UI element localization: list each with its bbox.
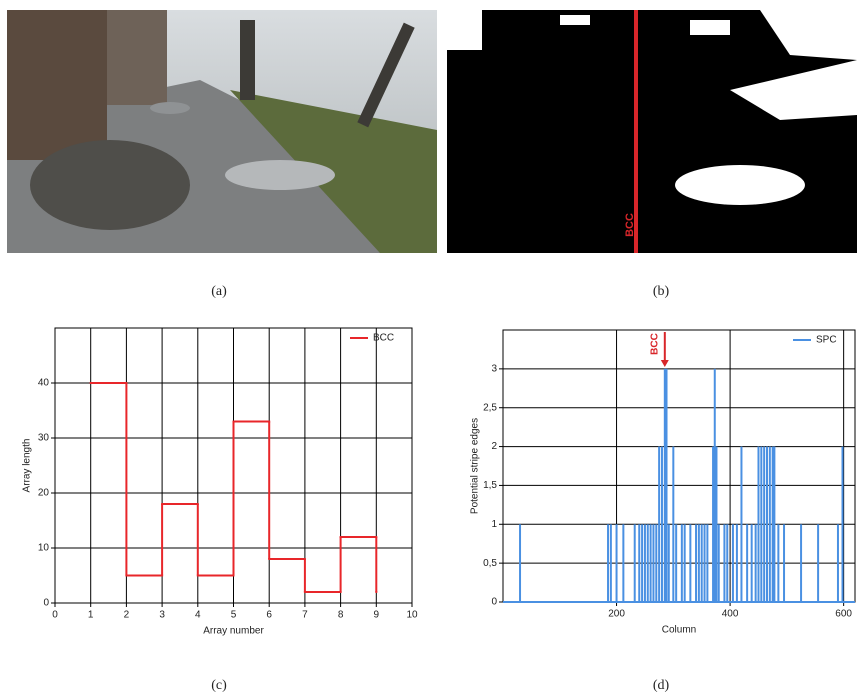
legend-label: BCC <box>373 333 394 344</box>
y-axis-label: Potential stripe edges <box>470 418 481 514</box>
bar <box>644 524 646 602</box>
photo-a <box>7 10 437 253</box>
bar <box>638 524 640 602</box>
bar <box>519 524 521 602</box>
bar <box>684 524 686 602</box>
y-tick-label: 20 <box>38 488 50 499</box>
y-tick-label: 1,5 <box>483 480 497 491</box>
bar <box>704 524 706 602</box>
bar <box>652 524 654 602</box>
bar <box>655 524 657 602</box>
caption: (a) <box>211 284 227 299</box>
bar <box>726 524 728 602</box>
x-tick-label: 1 <box>88 610 94 621</box>
plot-area <box>503 330 855 602</box>
x-tick-label: 600 <box>835 609 852 620</box>
caption: (b) <box>653 284 670 299</box>
bar <box>701 524 703 602</box>
x-tick-label: 3 <box>159 610 165 621</box>
bar <box>800 524 802 602</box>
x-tick-label: 400 <box>722 609 739 620</box>
bar <box>695 524 697 602</box>
y-tick-label: 10 <box>38 543 50 554</box>
y-tick-label: 3 <box>491 363 497 374</box>
bar <box>817 524 819 602</box>
bar <box>763 447 765 602</box>
x-tick-label: 10 <box>406 610 418 621</box>
y-tick-label: 1 <box>491 519 497 530</box>
bar <box>772 447 774 602</box>
bar <box>610 524 612 602</box>
bar <box>732 524 734 602</box>
bar <box>751 524 753 602</box>
bar <box>607 524 609 602</box>
bar <box>760 447 762 602</box>
x-tick-label: 200 <box>608 609 625 620</box>
annotation-label: BCC <box>649 333 660 355</box>
bar <box>666 369 668 602</box>
bar <box>616 524 618 602</box>
bar <box>641 524 643 602</box>
x-tick-label: 5 <box>231 610 237 621</box>
bar <box>714 369 716 602</box>
y-tick-label: 2,5 <box>483 402 497 413</box>
bar <box>661 447 663 602</box>
bar <box>706 524 708 602</box>
x-tick-label: 0 <box>52 610 58 621</box>
y-tick-label: 0,5 <box>483 558 497 569</box>
bar <box>736 524 738 602</box>
bar <box>842 447 844 602</box>
bar <box>668 524 670 602</box>
caption: (d) <box>653 678 670 693</box>
binary-image-b: BCC <box>447 10 857 253</box>
y-tick-label: 2 <box>491 441 497 452</box>
bar <box>757 447 759 602</box>
legend-label: SPC <box>816 335 837 346</box>
bar <box>837 524 839 602</box>
bar <box>715 447 717 602</box>
bar <box>723 524 725 602</box>
bar <box>777 524 779 602</box>
bcc-label: BCC <box>624 213 636 237</box>
bar <box>664 369 666 602</box>
bar <box>647 524 649 602</box>
bar <box>773 447 775 602</box>
bar <box>622 524 624 602</box>
figure: BCC (a) (b) (c) (d) 01234567891001020304… <box>0 0 867 697</box>
bar <box>658 447 660 602</box>
bar <box>634 524 636 602</box>
bar <box>766 447 768 602</box>
bar <box>740 447 742 602</box>
bar <box>769 447 771 602</box>
bar <box>689 524 691 602</box>
bar <box>672 447 674 602</box>
y-tick-label: 0 <box>43 598 49 609</box>
x-tick-label: 9 <box>374 610 380 621</box>
x-tick-label: 7 <box>302 610 308 621</box>
x-tick-label: 2 <box>124 610 130 621</box>
y-tick-label: 40 <box>38 378 50 389</box>
caption: (c) <box>211 678 227 693</box>
bar <box>755 524 757 602</box>
x-axis-label: Array number <box>203 626 264 637</box>
bar <box>746 524 748 602</box>
x-tick-label: 8 <box>338 610 344 621</box>
y-tick-label: 0 <box>491 597 497 608</box>
x-axis-label: Column <box>662 625 696 636</box>
bar <box>681 524 683 602</box>
bar <box>650 524 652 602</box>
x-tick-label: 4 <box>195 610 201 621</box>
bar <box>675 524 677 602</box>
bar <box>712 447 714 602</box>
y-tick-label: 30 <box>38 433 50 444</box>
y-axis-label: Array length <box>22 439 33 493</box>
x-tick-label: 6 <box>266 610 272 621</box>
bar <box>718 524 720 602</box>
bar <box>698 524 700 602</box>
bar <box>783 524 785 602</box>
